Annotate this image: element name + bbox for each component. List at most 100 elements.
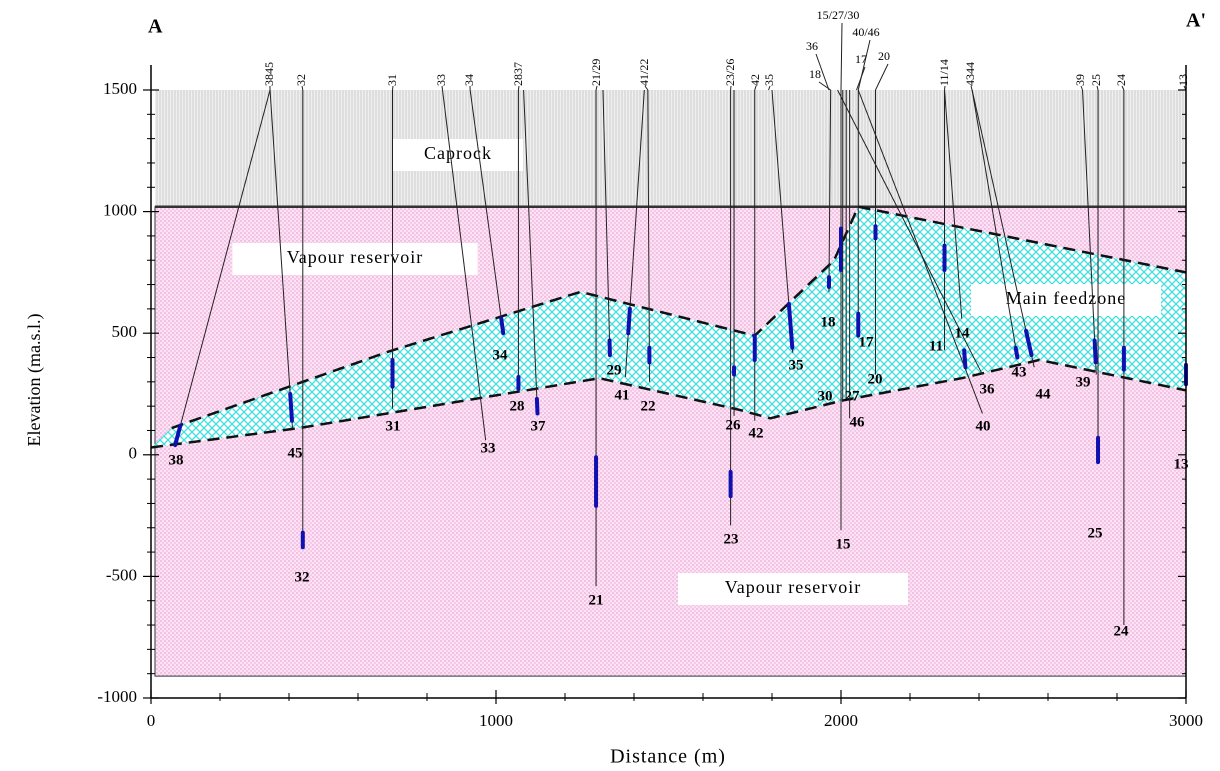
well-label: 23 [724, 531, 739, 547]
well-label: 21 [589, 592, 604, 608]
well-label: 27 [845, 388, 861, 404]
wells: 3845 32 31 33 34 2837 21/29 41/22 23/26 42 3536181… [169, 8, 1190, 640]
well-label: 18 [821, 314, 836, 330]
well-head-leader [517, 85, 520, 91]
well-label: 13 [1174, 456, 1189, 472]
well-feedzone [786, 302, 795, 350]
region-label: Vapour reservoir [287, 247, 423, 267]
well-label: 39 [1076, 374, 1091, 390]
y-tick-label: 0 [129, 444, 138, 463]
well-head-label: 35 [762, 74, 776, 86]
well-head-label: 36 [806, 39, 818, 53]
well-feedzone [626, 306, 632, 336]
well-head-leader [1096, 85, 1099, 91]
well-label: 29 [607, 362, 622, 378]
well-trace [269, 89, 293, 429]
well-feedzone [288, 392, 294, 423]
well-feedzone [173, 423, 183, 448]
y-tick-label: -1000 [97, 687, 137, 706]
region-label-box [971, 284, 1161, 316]
well-head-label: 15/27/30 [817, 8, 860, 22]
well-head-label: 20 [878, 49, 890, 63]
y-tick-label: 500 [112, 322, 138, 341]
well-head-label: 13 [1176, 74, 1190, 86]
y-axis-title: Elevation (ma.s.l.) [24, 314, 45, 447]
well-head-label: 39 [1073, 74, 1087, 86]
well-label: 42 [749, 425, 764, 441]
well-head-label: 23/26 [723, 59, 737, 86]
well-label: 11 [929, 338, 943, 354]
well-feedzone [534, 396, 540, 416]
well-feedzone [1024, 328, 1034, 358]
well-head-leader [754, 85, 757, 91]
well-label: 38 [169, 452, 184, 468]
well-label: 24 [1114, 623, 1130, 639]
well-head-leader [1080, 85, 1083, 91]
well-trace [602, 89, 611, 353]
well-trace [828, 89, 832, 292]
well-label: 31 [386, 418, 401, 434]
region-label-box [232, 243, 478, 275]
well-head-leader [392, 85, 394, 91]
well-label: 17 [859, 334, 875, 350]
well-head-label: 32 [294, 74, 308, 86]
well-label: 14 [955, 325, 971, 341]
well-head-leader [1121, 85, 1125, 91]
well-trace [971, 89, 1018, 356]
well-label: 43 [1012, 364, 1027, 380]
region-label: Main feedzone [1006, 288, 1126, 308]
well-head-label: 24 [1114, 74, 1128, 86]
well-label: 44 [1036, 386, 1052, 402]
section-end: A' [1186, 10, 1206, 32]
well-label: 20 [868, 371, 883, 387]
y-tick-label: 1000 [103, 201, 137, 220]
well-feedzone [1092, 338, 1098, 365]
well-trace [523, 89, 538, 412]
y-tick-label: -500 [106, 565, 137, 584]
well-trace [469, 89, 504, 331]
well-head-label: 25 [1089, 74, 1103, 86]
well-feedzone [1013, 345, 1020, 360]
x-tick-label: 1000 [479, 711, 513, 730]
well-head-leader [768, 85, 771, 91]
well-head-label: 41/22 [637, 59, 651, 86]
well-trace [442, 89, 487, 441]
well-head-label: 40/46 [852, 25, 879, 39]
region-label-box [678, 573, 908, 605]
x-tick-label: 2000 [824, 711, 858, 730]
well-head-label: 33 [434, 74, 448, 86]
feedzone-lower [150, 358, 1187, 449]
well-head-label: 2837 [511, 62, 525, 86]
caprock [155, 90, 1186, 207]
well-trace [971, 89, 1035, 368]
well-head-leader [301, 85, 304, 91]
well-head-label: 42 [748, 74, 762, 86]
well-head-label: 21/29 [589, 59, 603, 86]
well-head-leader [644, 85, 649, 91]
x-axis-title: Distance (m) [610, 746, 726, 768]
well-head-leader [818, 81, 831, 91]
well-label: 15 [836, 536, 851, 552]
y-tick-label: 1500 [103, 79, 137, 98]
well-head-leader [840, 22, 843, 91]
well-trace [944, 89, 963, 319]
well-head-label: 11/14 [937, 59, 951, 86]
well-head-leader [970, 85, 973, 91]
well-label: 22 [641, 398, 656, 414]
well-trace [837, 89, 983, 375]
well-head-label: 3845 [262, 62, 276, 86]
well-label: 32 [295, 569, 310, 585]
well-label: 45 [288, 445, 303, 461]
well-trace [174, 89, 271, 446]
well-label: 46 [850, 414, 866, 430]
well-label: 40 [976, 418, 991, 434]
layers: Caprock Vapour reservoir Main feedzone Vapo… [150, 90, 1187, 677]
well-head-label: 4344 [963, 62, 977, 86]
region-label-box [393, 139, 523, 171]
well-label: 41 [615, 387, 630, 403]
well-label: 35 [789, 357, 804, 373]
well-label: 28 [510, 398, 525, 414]
well-head-leader [856, 66, 866, 91]
well-feedzone [499, 316, 506, 336]
